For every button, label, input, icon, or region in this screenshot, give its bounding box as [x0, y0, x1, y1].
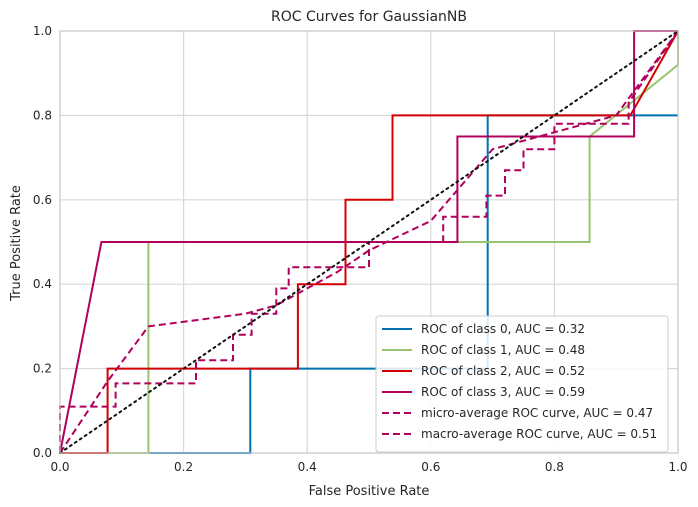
legend-label-4: micro-average ROC curve, AUC = 0.47 [421, 406, 653, 420]
y-tick-label: 0.8 [33, 108, 52, 122]
x-tick-label: 0.0 [50, 460, 69, 474]
legend: ROC of class 0, AUC = 0.32 ROC of class 1… [375, 315, 669, 453]
chart-title: ROC Curves for GaussianNB [271, 9, 467, 25]
y-tick-label: 1.0 [33, 24, 52, 38]
y-tick-label: 0.2 [33, 362, 52, 376]
y-tick-label: 0.0 [33, 446, 52, 460]
plot-border [59, 30, 679, 454]
y-tick-label: 0.6 [33, 193, 52, 207]
x-tick-label: 0.2 [174, 460, 193, 474]
x-axis-title: False Positive Rate [309, 484, 430, 499]
legend-label-1: ROC of class 1, AUC = 0.48 [421, 343, 585, 357]
y-tick-label: 0.4 [33, 277, 52, 291]
x-tick-label: 0.4 [298, 460, 317, 474]
x-tick-label: 0.8 [545, 460, 564, 474]
x-tick-label: 0.6 [421, 460, 440, 474]
series-line-2 [60, 30, 679, 454]
y-axis-title: True Positive Rate [9, 185, 24, 302]
reference-diagonal [59, 30, 679, 454]
legend-box [375, 315, 669, 453]
legend-label-5: macro-average ROC curve, AUC = 0.51 [421, 427, 657, 441]
legend-label-2: ROC of class 2, AUC = 0.52 [421, 364, 585, 378]
legend-label-0: ROC of class 0, AUC = 0.32 [421, 322, 585, 336]
x-tick-label: 1.0 [668, 460, 687, 474]
series-line-5 [59, 30, 679, 453]
axes: 0.0 0.2 0.4 0.6 0.8 1.0 0.0 0.2 0.4 0.6 0.8 1.0 [33, 24, 688, 474]
legend-label-3: ROC of class 3, AUC = 0.59 [421, 385, 585, 399]
